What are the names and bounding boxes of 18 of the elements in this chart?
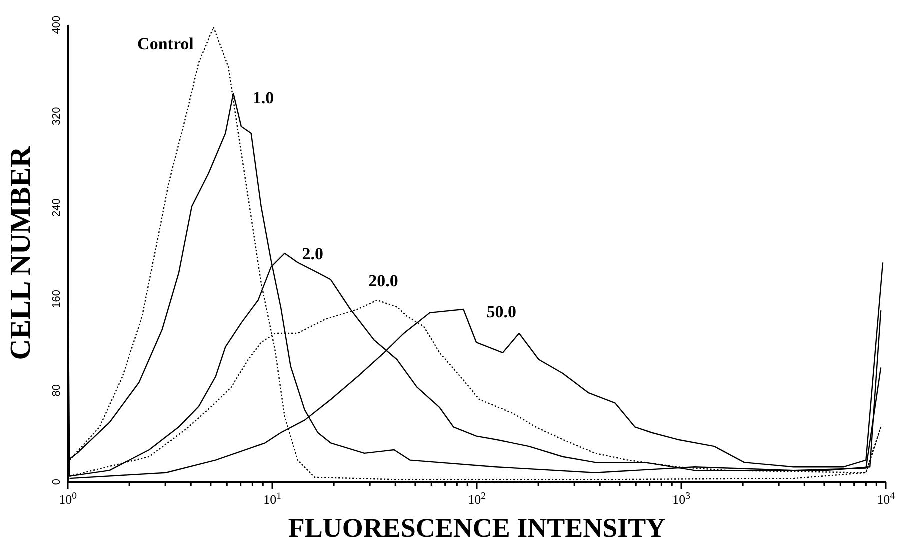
y-axis-title: CELL NUMBER — [5, 146, 37, 360]
y-tick-label: 0 — [51, 478, 63, 486]
y-tick-label: 400 — [51, 16, 63, 34]
y-tick-label: 320 — [51, 107, 63, 126]
y-tick-label: 80 — [51, 384, 63, 397]
series-label: Control — [138, 34, 194, 54]
series-label: 2.0 — [302, 244, 324, 264]
series-label: 1.0 — [252, 88, 274, 108]
y-tick-label: 160 — [51, 290, 63, 308]
x-tick-label: 10$^{0}$ — [59, 490, 78, 507]
x-tick-label: 10$^{4}$ — [877, 490, 896, 507]
x-tick-label: 10$^{2}$ — [468, 490, 486, 507]
series-label: 20.0 — [368, 271, 398, 290]
series-label: 50.0 — [486, 302, 516, 322]
x-axis-title: FLUORESCENCE INTENSITY — [288, 513, 666, 537]
x-tick-label: 10$^{1}$ — [264, 490, 282, 507]
y-tick-label: 240 — [51, 198, 63, 217]
x-tick-label: 10$^{3}$ — [672, 490, 691, 507]
